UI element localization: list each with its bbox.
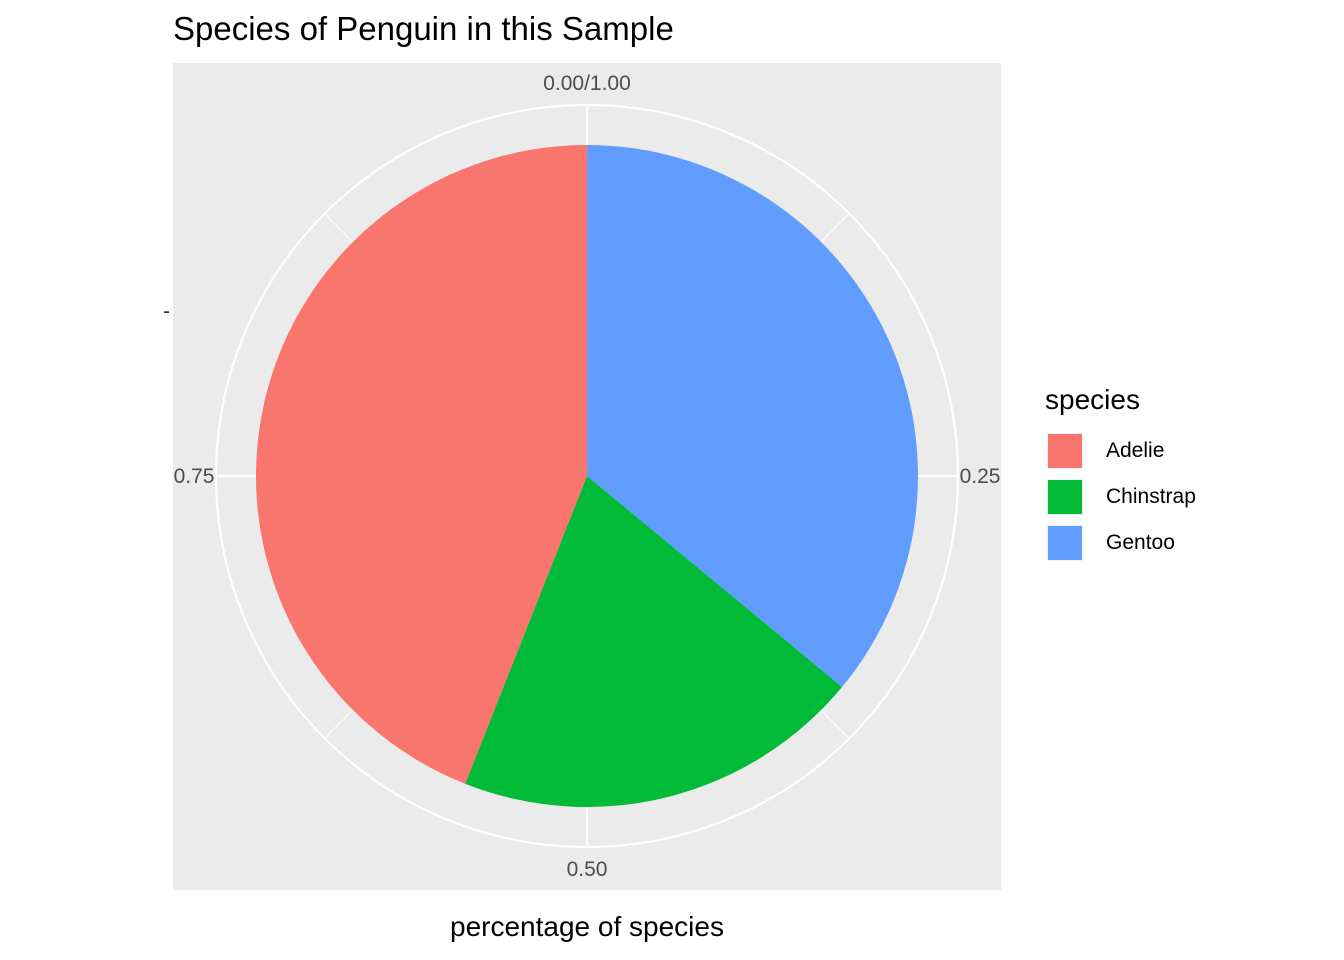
pie-slices xyxy=(256,145,918,808)
theta-tick-label: 0.25 xyxy=(960,465,1001,488)
legend-items: Adelie Chinstrap Gentoo xyxy=(1045,428,1196,566)
legend-label: Chinstrap xyxy=(1106,485,1196,508)
legend-swatch xyxy=(1048,434,1082,468)
chart-title: Species of Penguin in this Sample xyxy=(173,10,674,47)
legend-label: Gentoo xyxy=(1106,531,1175,554)
legend: species Adelie Chinstrap Gentoo xyxy=(1045,384,1196,566)
x-axis-label: percentage of species xyxy=(450,911,724,942)
legend-label: Adelie xyxy=(1106,439,1165,462)
theta-tick-label: 0.75 xyxy=(174,465,215,488)
pie-slice-gentoo xyxy=(587,145,918,687)
legend-swatch xyxy=(1048,480,1082,514)
legend-item-chinstrap: Chinstrap xyxy=(1045,474,1196,520)
theta-tick-label: 0.00/1.00 xyxy=(543,72,631,95)
legend-key xyxy=(1045,431,1085,471)
y-tick-label: - xyxy=(163,300,170,323)
theta-tick-labels: 0.00/1.00 0.25 0.50 0.75 xyxy=(174,72,1001,881)
legend-item-adelie: Adelie xyxy=(1045,428,1196,474)
legend-key xyxy=(1045,477,1085,517)
legend-swatch xyxy=(1048,526,1082,560)
legend-title: species xyxy=(1045,384,1140,415)
legend-key xyxy=(1045,523,1085,563)
theta-tick-label: 0.50 xyxy=(567,858,608,881)
pie-slice-chinstrap xyxy=(465,476,843,808)
pie-slice-adelie xyxy=(256,145,587,784)
legend-item-gentoo: Gentoo xyxy=(1045,520,1196,566)
